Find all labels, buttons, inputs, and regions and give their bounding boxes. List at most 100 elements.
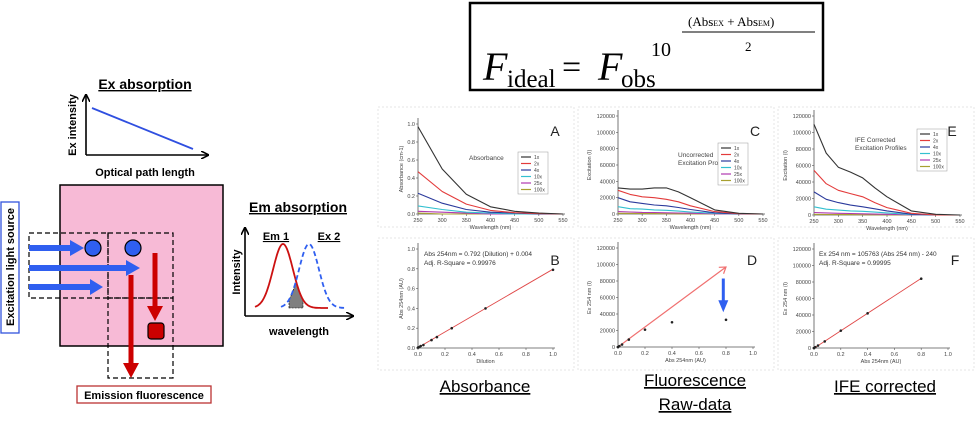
arrow-head [718,266,727,274]
y-tick-label: 0.2 [407,194,415,200]
x-axis-label: Wavelength (nm) [670,225,712,231]
formula-numerator: (AbsEX + AbsEM) [688,14,774,29]
panel-letter: E [947,123,956,139]
fit-annotation: Adj. R-Square = 0.99995 [819,260,891,267]
legend-label: 2x [534,162,540,168]
caption-raw-data: Raw-data [659,395,732,414]
y-axis-label: Abs 254nm (AU) [399,278,405,319]
y-tick-label: 0.6 [407,158,415,164]
chart-panel-d: 0.0 0.2 0.4 0.6 0.8 1.0 0 20000 40000 60000 80000 1… [577,237,775,371]
x-tick-label: 0.8 [917,352,925,358]
data-point [618,344,621,348]
y-tick-label: 40000 [796,313,811,319]
data-point [839,329,843,332]
x-tick-label: 1.0 [944,352,952,358]
panel-letter: B [550,252,559,268]
formula-denominator: 2 [745,39,752,54]
formula-base: 10 [651,39,671,61]
x-tick-label: 450 [710,218,719,224]
y-tick-label: 120000 [793,114,811,120]
emission-box [76,385,212,404]
y-tick-label: 0 [612,212,615,218]
x-axis-label: Wavelength (nm) [866,226,908,232]
data-point [823,340,827,343]
formula-rhs-sub: obs [621,66,656,93]
legend-label: 2x [933,139,939,145]
chart-title: Excitation Profiles [855,145,907,152]
fit-annotation: Adj. R-Square = 0.99976 [424,260,496,267]
x-tick-label: 0.6 [891,352,899,358]
y-tick-label: 0.0 [407,212,415,218]
chart-panel-f: 0.0 0.2 0.4 0.6 0.8 1.0 0 20000 40000 60000 80000 1… [777,237,975,371]
em-absorption-title: Em absorption [249,199,347,215]
y-tick-label: 40000 [600,179,615,185]
data-point [620,343,624,346]
x-tick-label: 0.2 [441,352,449,358]
y-tick-label: 60000 [796,164,811,170]
legend [717,142,749,186]
data-point [551,268,555,272]
ex-x-label: Optical path length [95,167,195,179]
y-tick-label: 20000 [600,196,615,202]
em-x-label: wavelength [268,326,329,338]
chart-panel-c: 250 300 350 400 450 500 550 0 20000 40000 60000 800… [577,106,775,231]
x-tick-label: 500 [931,219,940,225]
x-tick-label: 350 [462,218,471,224]
formula-rhs: F [597,44,623,89]
series-line-1x [617,187,764,215]
x-tick-label: 300 [834,219,843,225]
panel-letter: A [550,123,560,139]
formula-lhs: F [482,44,508,89]
excitation-arrows [29,240,140,295]
formula-equals: = [562,49,581,86]
legend-label: 1x [933,132,939,138]
x-tick-label: 0.4 [668,351,676,357]
data-point [816,344,820,347]
y-tick-label: 80000 [600,147,615,153]
data-point [643,328,647,331]
x-tick-label: 300 [638,218,647,224]
data-point [724,318,728,322]
data-point [866,312,869,315]
legend-label: 25x [734,172,743,178]
chart-panels: 250 300 350 400 450 500 550 0.0 0.2 0.4 0.6 0.8 1.0 W… [377,106,975,371]
x-tick-label: 250 [413,218,422,224]
x-tick-label: 400 [686,218,695,224]
chart-panel-a: 250 300 350 400 450 500 550 0.0 0.2 0.4 0.6 0.8 1.0 W… [377,106,575,231]
legend-label: 100x [534,188,545,194]
emission-arrow-short [147,253,163,321]
panel-letter: C [750,123,760,139]
y-tick-label: 0.4 [407,176,415,182]
panel-letter: D [747,252,757,268]
x-tick-label: 0.6 [495,352,503,358]
y-tick-label: 20000 [796,330,811,336]
x-tick-label: 0.0 [810,352,818,358]
data-point [422,343,425,347]
legend [916,128,948,172]
legend-label: 1x [734,146,740,152]
y-tick-label: 80000 [796,280,811,286]
data-point [814,345,817,349]
absorber-molecule-1 [84,239,102,257]
x-tick-label: 0.4 [864,352,872,358]
chart-title: Uncorrected [678,152,714,159]
x-tick-label: 550 [558,218,567,224]
y-tick-label: 0.8 [407,267,415,273]
y-tick-label: 0.4 [407,306,415,312]
y-tick-label: 60000 [600,296,615,302]
x-tick-label: 450 [510,218,519,224]
legend [517,151,549,195]
x-tick-label: 1.0 [549,352,557,358]
y-tick-label: 40000 [796,180,811,186]
fit-annotation: Ex 254 nm = 105763 (Abs 254 nm) - 240 [819,251,937,258]
legend-label: 10x [734,166,743,172]
formula-lhs-sub: ideal [507,66,556,93]
x-tick-label: 0.8 [722,351,730,357]
x-tick-label: 0.8 [522,352,530,358]
y-tick-label: 120000 [597,246,615,252]
data-point [419,344,423,348]
chart-panel-b: 0.0 0.2 0.4 0.6 0.8 1.0 0.0 0.2 0.4 0.6 0.8 1.0 Dilu… [377,237,575,371]
panel-letter: F [951,252,960,268]
y-tick-label: 40000 [600,312,615,318]
